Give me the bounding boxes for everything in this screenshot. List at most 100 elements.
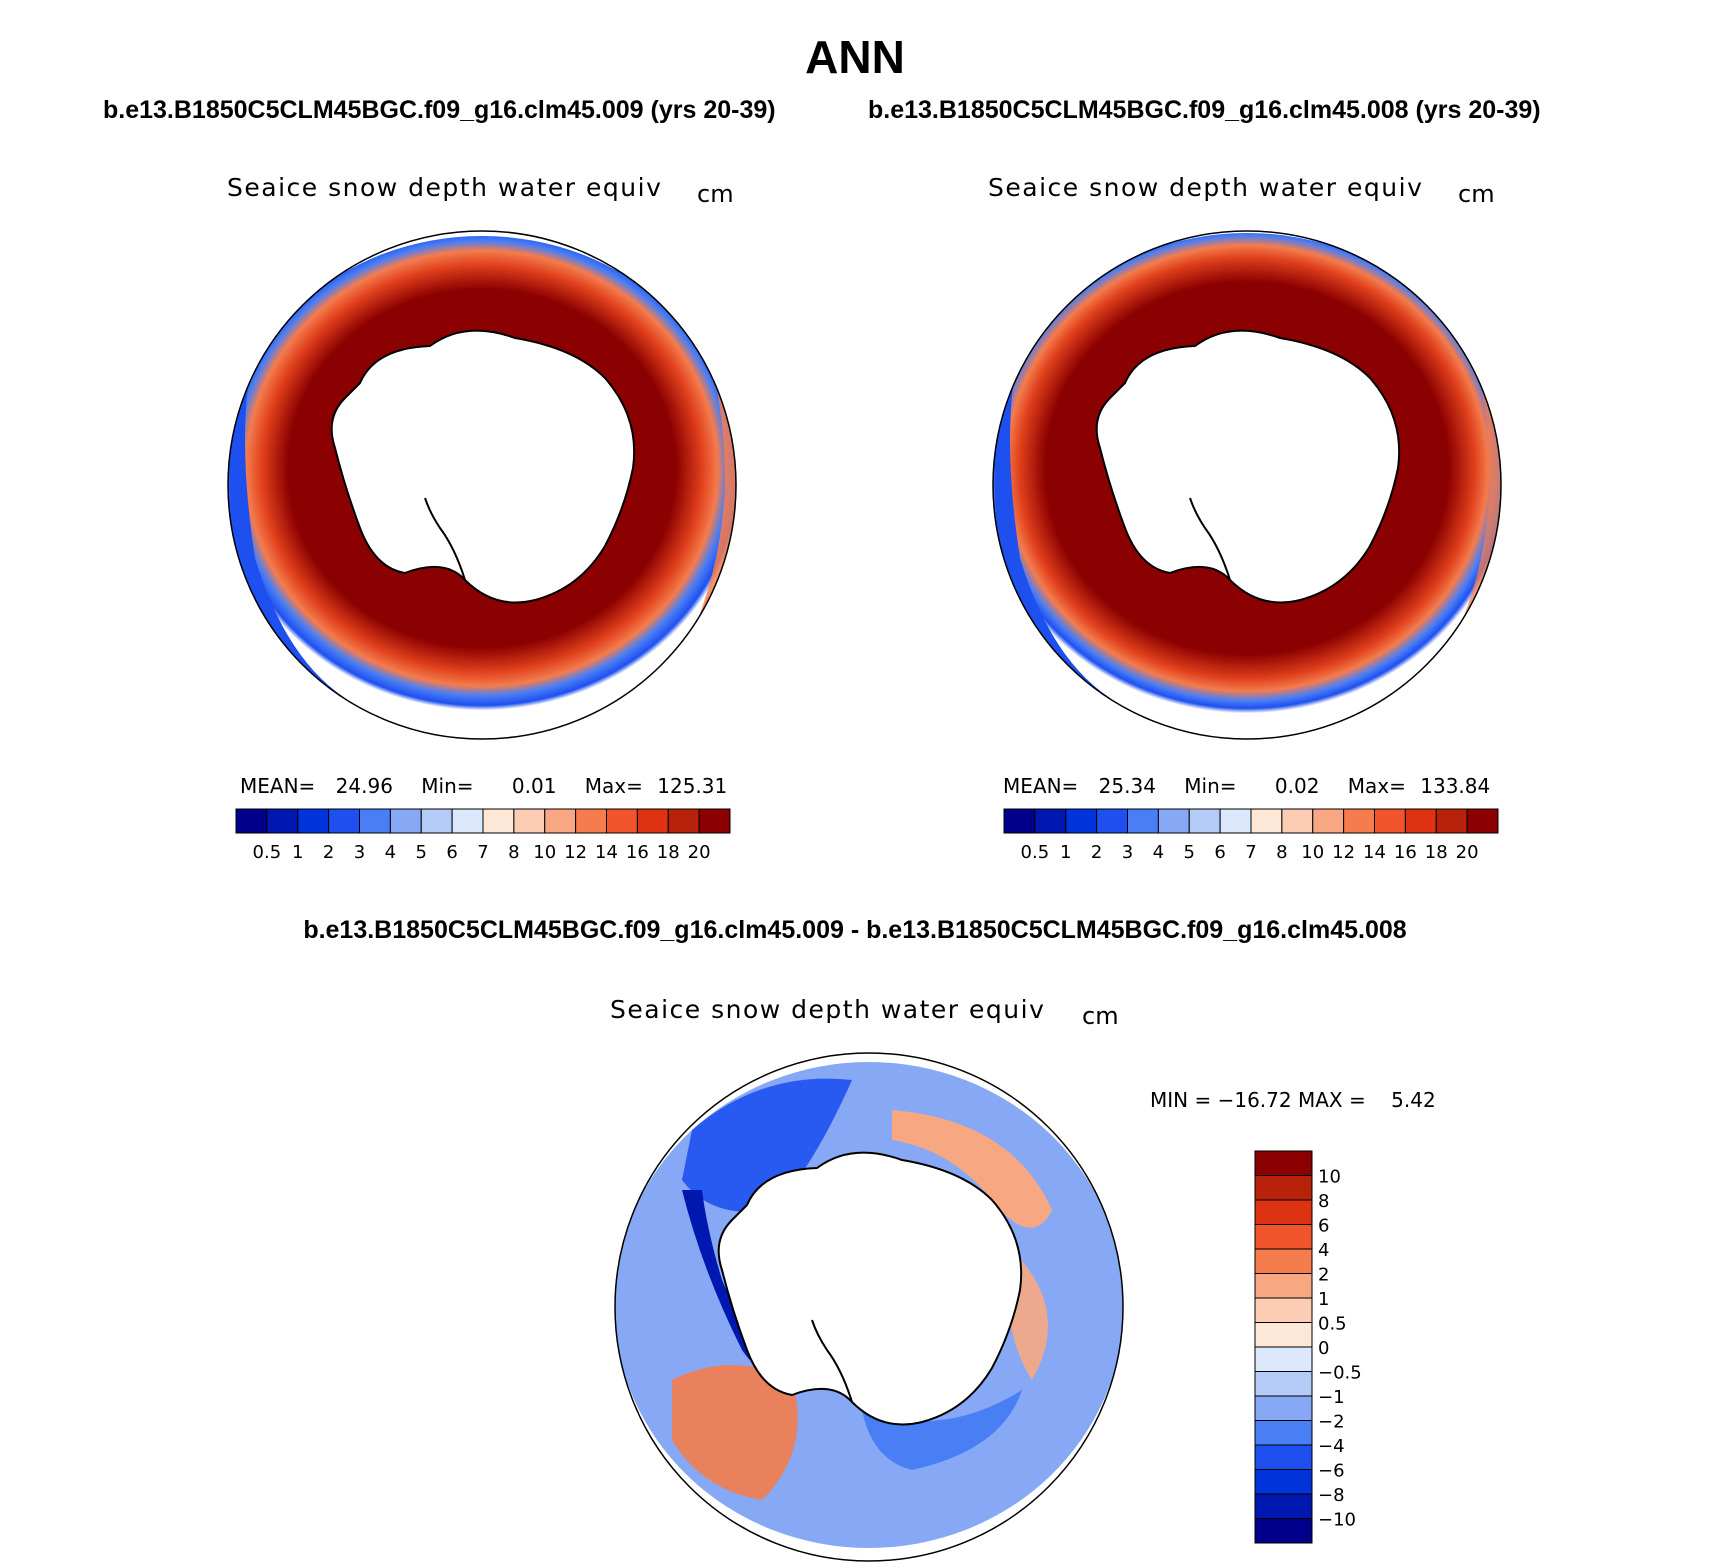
diff-colorbar-label: 1 <box>1318 1289 1329 1310</box>
diff-colorbar-box <box>1254 1395 1313 1421</box>
diff-colorbar-label: −2 <box>1318 1412 1345 1433</box>
right-colorbar-label: 5 <box>1184 842 1195 863</box>
right-colorbar-box <box>1466 808 1499 834</box>
diff-colorbar-label: 10 <box>1318 1167 1341 1188</box>
diff-colorbar-box <box>1254 1248 1313 1274</box>
left-colorbar-box <box>667 808 700 834</box>
left-min-label: Min= <box>421 774 474 798</box>
left-min-value: 0.01 <box>511 774 557 798</box>
right-plot-title: Seaice snow depth water equiv <box>988 173 1424 202</box>
right-colorbar-box <box>1250 808 1283 834</box>
right-colorbar-label: 16 <box>1394 842 1417 863</box>
left-polar-map <box>227 230 737 740</box>
right-colorbar-label: 14 <box>1363 842 1386 863</box>
right-colorbar-box <box>1219 808 1252 834</box>
diff-colorbar-label: −8 <box>1318 1485 1345 1506</box>
left-colorbar-label: 5 <box>416 842 427 863</box>
right-colorbar-label: 2 <box>1091 842 1102 863</box>
right-colorbar-box <box>1034 808 1067 834</box>
diff-colorbar-label: −1 <box>1318 1387 1345 1408</box>
right-colorbar-label: 18 <box>1425 842 1448 863</box>
left-colorbar-box <box>513 808 546 834</box>
right-min-label: Min= <box>1184 774 1237 798</box>
right-colorbar-box <box>1404 808 1437 834</box>
right-min-value: 0.02 <box>1274 774 1320 798</box>
diff-plot-title: Seaice snow depth water equiv <box>610 995 1046 1024</box>
left-colorbar-box <box>482 808 515 834</box>
diff-west-deep-blue <box>682 1190 802 1390</box>
right-mean-value: 25.34 <box>1098 774 1156 798</box>
left-plot-title: Seaice snow depth water equiv <box>227 173 663 202</box>
diff-southwest-warm-zone <box>672 1365 798 1500</box>
right-colorbar-box <box>1435 808 1468 834</box>
left-colorbar-box <box>606 808 638 834</box>
left-colorbar-label: 1 <box>292 842 303 863</box>
diff-colorbar-label: 0.5 <box>1318 1314 1347 1335</box>
left-units: cm <box>697 180 734 208</box>
right-colorbar-box <box>1096 808 1128 834</box>
left-colorbar-box <box>235 808 268 834</box>
right-colorbar-box <box>1374 808 1406 834</box>
diff-colorbar-label: 2 <box>1318 1265 1329 1286</box>
left-mean-value: 24.96 <box>335 774 393 798</box>
left-colorbar-label: 7 <box>477 842 488 863</box>
left-colorbar-box <box>389 808 422 834</box>
right-colorbar-box <box>1127 808 1159 834</box>
diff-northwest-blue-zone <box>682 1078 852 1212</box>
right-colorbar-label: 1 <box>1060 842 1071 863</box>
diff-colorbar: 10 8 6 4 2 1 0.5 0 −0.5 −1 −2 −4 −6 −8 −10 <box>1254 1150 1362 1544</box>
left-peninsula <box>424 497 466 581</box>
left-colorbar-box <box>451 808 484 834</box>
case-right-title: b.e13.B1850C5CLM45BGC.f09_g16.clm45.008 … <box>868 96 1541 124</box>
left-colorbar: 0.5 1 2 3 4 5 6 7 8 10 12 14 16 18 20 <box>235 808 731 863</box>
left-colorbar-box <box>328 808 360 834</box>
diff-colorbar-label: −0.5 <box>1318 1363 1362 1384</box>
diff-colorbar-label: 8 <box>1318 1191 1329 1212</box>
left-colorbar-label: 20 <box>688 842 711 863</box>
left-colorbar-label: 8 <box>508 842 519 863</box>
left-mean-label: MEAN= <box>240 774 316 798</box>
diff-title: b.e13.B1850C5CLM45BGC.f09_g16.clm45.009 … <box>303 916 1407 944</box>
right-mean-label: MEAN= <box>1003 774 1079 798</box>
right-colorbar-label: 8 <box>1276 842 1287 863</box>
left-colorbar-label: 2 <box>323 842 334 863</box>
right-colorbar-label: 12 <box>1332 842 1355 863</box>
left-colorbar-label: 10 <box>533 842 556 863</box>
left-colorbar-label: 12 <box>564 842 587 863</box>
left-max-value: 125.31 <box>657 774 728 798</box>
right-colorbar-label: 0.5 <box>1021 842 1050 863</box>
diff-colorbar-box <box>1254 1493 1313 1519</box>
right-colorbar-box <box>1157 808 1190 834</box>
left-colorbar-box <box>266 808 299 834</box>
diff-colorbar-box <box>1254 1297 1313 1323</box>
diff-units: cm <box>1082 1002 1119 1030</box>
left-colorbar-label: 16 <box>626 842 649 863</box>
diff-polar-map <box>614 1052 1124 1562</box>
right-colorbar-label: 10 <box>1301 842 1324 863</box>
right-colorbar-box <box>1065 808 1098 834</box>
diff-colorbar-box <box>1254 1150 1313 1176</box>
left-colorbar-label: 18 <box>657 842 680 863</box>
right-colorbar-box <box>1312 808 1345 834</box>
main-title: ANN <box>805 31 905 83</box>
right-colorbar-label: 4 <box>1153 842 1164 863</box>
diff-colorbar-box <box>1254 1469 1313 1495</box>
diff-southeast-blue-zone <box>862 1390 1022 1470</box>
right-colorbar: 0.5 1 2 3 4 5 6 7 8 10 12 14 16 18 20 <box>1003 808 1499 863</box>
right-units: cm <box>1458 180 1495 208</box>
diff-colorbar-box <box>1254 1420 1313 1446</box>
right-colorbar-label: 7 <box>1245 842 1256 863</box>
diff-minmax: MIN = −16.72 MAX = 5.42 <box>1150 1088 1436 1112</box>
right-colorbar-box <box>1188 808 1221 834</box>
right-max-label: Max= <box>1347 774 1406 798</box>
diff-colorbar-box <box>1254 1322 1313 1348</box>
right-colorbar-label: 20 <box>1456 842 1479 863</box>
diff-colorbar-box <box>1254 1175 1313 1201</box>
diff-peninsula <box>811 1319 853 1403</box>
left-colorbar-box <box>544 808 577 834</box>
diff-colorbar-label: −10 <box>1318 1510 1356 1531</box>
diff-colorbar-box <box>1254 1371 1313 1397</box>
right-colorbar-box <box>1003 808 1036 834</box>
right-polar-map <box>992 230 1502 740</box>
diff-colorbar-box <box>1254 1346 1313 1372</box>
